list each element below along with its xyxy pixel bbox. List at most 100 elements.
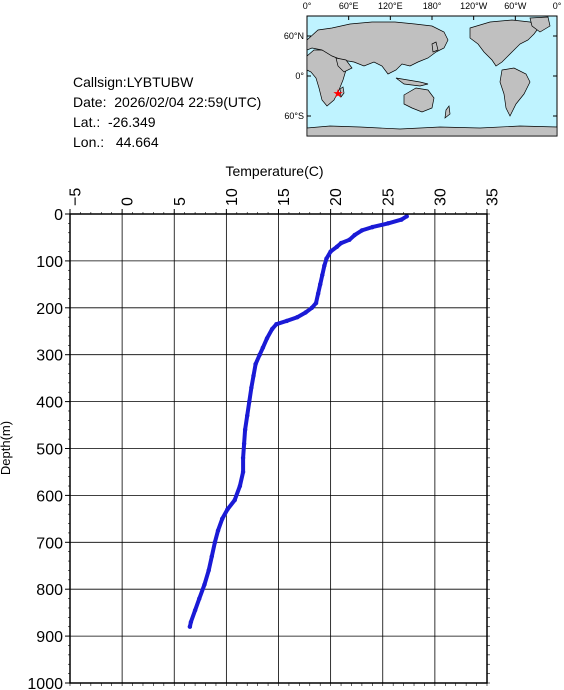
lat-label: Lat.:: [73, 114, 101, 130]
temperature-profile-point: [404, 214, 409, 219]
temperature-profile-point: [197, 596, 202, 601]
temperature-profile-point: [241, 441, 247, 447]
temperature-profile-point: [242, 427, 248, 432]
world-map: 0° 60°E 120°E 180° 120°W 60°W 0° 60°N 0° 60°S ★: [284, 1, 562, 137]
station-marker-icon: ★: [333, 87, 344, 101]
temperature-profile-point: [220, 516, 225, 522]
temperature-profile-point: [253, 361, 258, 367]
y-tick-label: 900: [36, 629, 63, 646]
temperature-profile-point: [247, 399, 252, 404]
lon-line: Lon.: 44.664: [73, 133, 159, 151]
temperature-profile-line: [187, 214, 409, 629]
date-label: Date:: [73, 94, 107, 110]
x-tick-label: 10: [224, 188, 241, 206]
temperature-profile-point: [295, 314, 300, 320]
temperature-profile-point: [237, 483, 243, 489]
y-tick-label: 1000: [27, 676, 63, 690]
y-tick-label: 100: [36, 254, 63, 271]
land-japan: [431, 41, 439, 53]
land-antarctica: [306, 125, 558, 137]
land-arabia: [335, 57, 353, 73]
temperature-profile-point: [245, 413, 250, 418]
temperature-profile-point: [260, 345, 266, 350]
temperature-profile-point: [240, 469, 246, 475]
temperature-profile-point: [232, 497, 237, 503]
temperature-profile-point: [347, 237, 352, 242]
land-madagascar: [339, 86, 345, 98]
date-value: 2026/02/04 22:59(UTC): [114, 94, 262, 110]
map-lon-label: 180°: [423, 1, 442, 11]
temperature-profile-point: [270, 326, 275, 332]
x-axis-label: Temperature(C): [225, 163, 323, 179]
temperature-profile-point: [328, 249, 333, 254]
temperature-profile-point: [324, 256, 329, 261]
temperature-profile-point: [206, 568, 211, 573]
land-new-zealand: [444, 105, 451, 119]
y-tick-label: 600: [36, 488, 63, 505]
land-south-america: [499, 67, 531, 117]
x-tick-label: −5: [68, 188, 85, 206]
map-lon-label: 60°E: [339, 1, 359, 11]
x-tick-label: 0: [120, 197, 137, 206]
temperature-profile-point: [264, 336, 270, 341]
y-tick-label: 700: [36, 535, 63, 552]
y-tick-label: 300: [36, 348, 63, 365]
temperature-profile-point: [334, 244, 340, 250]
lon-value: 44.664: [115, 134, 159, 150]
land-indonesia: [395, 77, 429, 87]
map-land: [306, 16, 558, 137]
x-tick-label: 5: [172, 197, 189, 206]
map-lat-label: 60°S: [284, 111, 304, 121]
temperature-profile-point: [352, 232, 357, 238]
map-lat-label: 60°N: [284, 31, 304, 41]
temperature-profile-point: [209, 554, 214, 559]
temperature-profile-point: [284, 318, 290, 324]
temperature-profile-point: [385, 221, 391, 226]
temperature-profile-point: [320, 272, 325, 278]
temperature-profile-point: [215, 528, 221, 533]
temperature-profile-point: [188, 619, 194, 625]
lat-value: -26.349: [108, 114, 156, 130]
land-north-america: [469, 19, 541, 67]
callsign-label: Callsign:: [73, 74, 127, 90]
temperature-profile-point: [257, 352, 262, 357]
temperature-profile-point: [274, 322, 279, 327]
temperature-profile-point: [212, 540, 218, 545]
x-tick-label: 25: [380, 188, 397, 206]
temperature-profile-point: [187, 624, 193, 629]
y-tick-label: 200: [36, 301, 63, 318]
y-axis-label: Depth(m): [0, 421, 13, 475]
map-lat-label: 0°: [295, 71, 304, 81]
y-tick-label: 500: [36, 442, 63, 459]
temperature-profile-point: [318, 282, 323, 287]
land-australia: [403, 87, 435, 113]
temperature-profile-point: [202, 582, 207, 587]
temperature-profile-point: [322, 263, 327, 268]
y-tick-label: 800: [36, 582, 63, 599]
map-lon-label: 0°: [303, 1, 312, 11]
lon-label: Lon.:: [73, 134, 105, 150]
x-tick-label: 35: [485, 188, 502, 206]
lat-line: Lat.: -26.349: [73, 113, 156, 131]
y-tick-label: 0: [54, 207, 63, 224]
map-lon-label: 120°W: [460, 1, 488, 11]
temperature-profile-point: [370, 224, 375, 230]
temperature-profile-point: [359, 228, 365, 233]
x-tick-label: 15: [276, 188, 293, 206]
temperature-profile-point: [315, 291, 321, 296]
map-lon-label: 0°: [553, 1, 562, 11]
temperature-profile-point: [399, 217, 404, 222]
callsign-value: LYBTUBW: [126, 74, 194, 90]
temperature-profile-point: [225, 507, 230, 512]
plot-frame: [69, 213, 488, 684]
temperature-profile-point: [251, 373, 256, 379]
temperature-profile-point: [303, 310, 308, 315]
x-tick-label: 30: [432, 188, 449, 206]
date-line: Date: 2026/02/04 22:59(UTC): [73, 93, 261, 111]
callsign-line: Callsign:LYBTUBW: [73, 73, 193, 91]
map-lon-label: 120°E: [378, 1, 403, 11]
temperature-profile-point: [240, 455, 246, 461]
x-tick-label: 20: [328, 188, 345, 206]
temperature-profile-point: [309, 305, 315, 310]
temperature-profile-point: [338, 240, 344, 246]
